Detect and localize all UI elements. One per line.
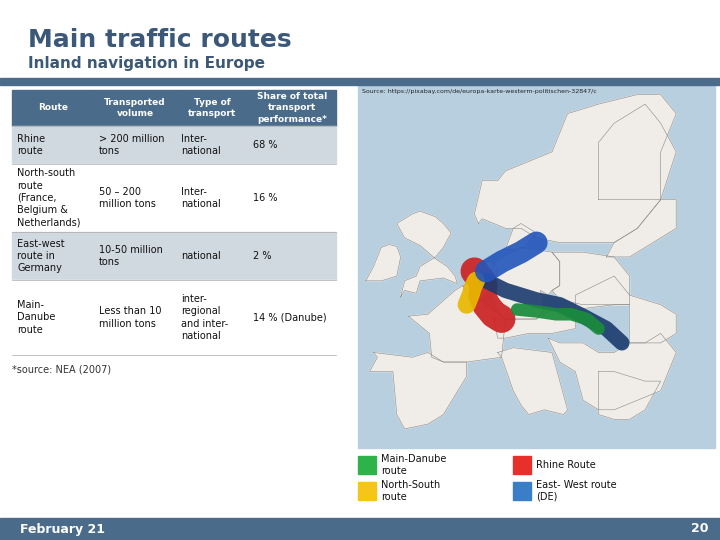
Text: *source: NEA (2007): *source: NEA (2007) — [12, 365, 111, 375]
Bar — [248, 164, 336, 232]
Bar — [0, 518, 720, 540]
Text: East- West route
(DE): East- West route (DE) — [536, 480, 616, 502]
Polygon shape — [494, 309, 575, 338]
Text: Route: Route — [38, 104, 68, 112]
Text: North-South
route: North-South route — [381, 480, 440, 502]
Text: 2 %: 2 % — [253, 251, 271, 261]
Bar — [176, 126, 248, 164]
Text: Transported
volume: Transported volume — [104, 98, 166, 118]
Bar — [94, 280, 176, 355]
Bar — [248, 90, 336, 126]
Bar — [0, 78, 720, 85]
Text: Main traffic routes: Main traffic routes — [28, 28, 292, 52]
Text: Share of total
transport
performance*: Share of total transport performance* — [257, 92, 327, 124]
Bar — [12, 164, 94, 232]
Text: Inter-
national: Inter- national — [181, 187, 221, 209]
Bar — [94, 90, 176, 126]
Text: Main-Danube
route: Main-Danube route — [381, 454, 446, 476]
Polygon shape — [366, 245, 401, 281]
Polygon shape — [490, 247, 559, 319]
Text: national: national — [181, 251, 221, 261]
Text: 14 % (Danube): 14 % (Danube) — [253, 313, 327, 322]
Text: North-south
route
(France,
Belgium &
Netherlands): North-south route (France, Belgium & Net… — [17, 168, 81, 228]
Polygon shape — [606, 200, 676, 257]
Text: East-west
route in
Germany: East-west route in Germany — [17, 239, 65, 273]
Text: inter-
regional
and inter-
national: inter- regional and inter- national — [181, 294, 228, 341]
Bar — [248, 126, 336, 164]
Text: > 200 million
tons: > 200 million tons — [99, 134, 164, 156]
Text: Source: https://pixabay.com/de/europa-karte-westerm-politischen-32847/c: Source: https://pixabay.com/de/europa-ka… — [362, 89, 597, 94]
Bar — [12, 90, 94, 126]
Bar — [248, 280, 336, 355]
Text: Less than 10
million tons: Less than 10 million tons — [99, 306, 161, 329]
Text: Main-
Danube
route: Main- Danube route — [17, 300, 55, 335]
Polygon shape — [463, 262, 498, 300]
Text: February 21: February 21 — [20, 523, 105, 536]
Text: 50 – 200
million tons: 50 – 200 million tons — [99, 187, 156, 209]
Polygon shape — [598, 104, 676, 200]
Bar — [358, 456, 376, 474]
Bar — [176, 232, 248, 280]
Polygon shape — [552, 252, 629, 305]
Bar — [12, 232, 94, 280]
Bar — [12, 280, 94, 355]
Text: 10-50 million
tons: 10-50 million tons — [99, 245, 163, 267]
Polygon shape — [598, 372, 661, 420]
Bar — [94, 126, 176, 164]
Polygon shape — [548, 333, 676, 410]
Text: 16 %: 16 % — [253, 193, 277, 203]
Text: Inter-
national: Inter- national — [181, 134, 221, 156]
Polygon shape — [498, 348, 567, 415]
Bar — [176, 164, 248, 232]
Bar — [358, 482, 376, 500]
Bar — [94, 232, 176, 280]
Polygon shape — [369, 353, 467, 429]
Polygon shape — [408, 286, 505, 362]
Bar — [12, 126, 94, 164]
Bar — [94, 164, 176, 232]
Text: Inland navigation in Europe: Inland navigation in Europe — [28, 56, 265, 71]
Bar — [513, 456, 531, 474]
Polygon shape — [474, 94, 676, 242]
Text: 68 %: 68 % — [253, 140, 277, 150]
Polygon shape — [505, 224, 536, 249]
Bar — [513, 482, 531, 500]
Text: Rhine
route: Rhine route — [17, 134, 45, 156]
Polygon shape — [575, 276, 676, 343]
Bar — [176, 90, 248, 126]
Bar — [248, 232, 336, 280]
Polygon shape — [397, 211, 457, 297]
Text: 20: 20 — [691, 523, 708, 536]
Bar — [176, 280, 248, 355]
Text: Type of
transport: Type of transport — [188, 98, 236, 118]
Text: Rhine Route: Rhine Route — [536, 460, 595, 470]
Bar — [358, 85, 715, 448]
